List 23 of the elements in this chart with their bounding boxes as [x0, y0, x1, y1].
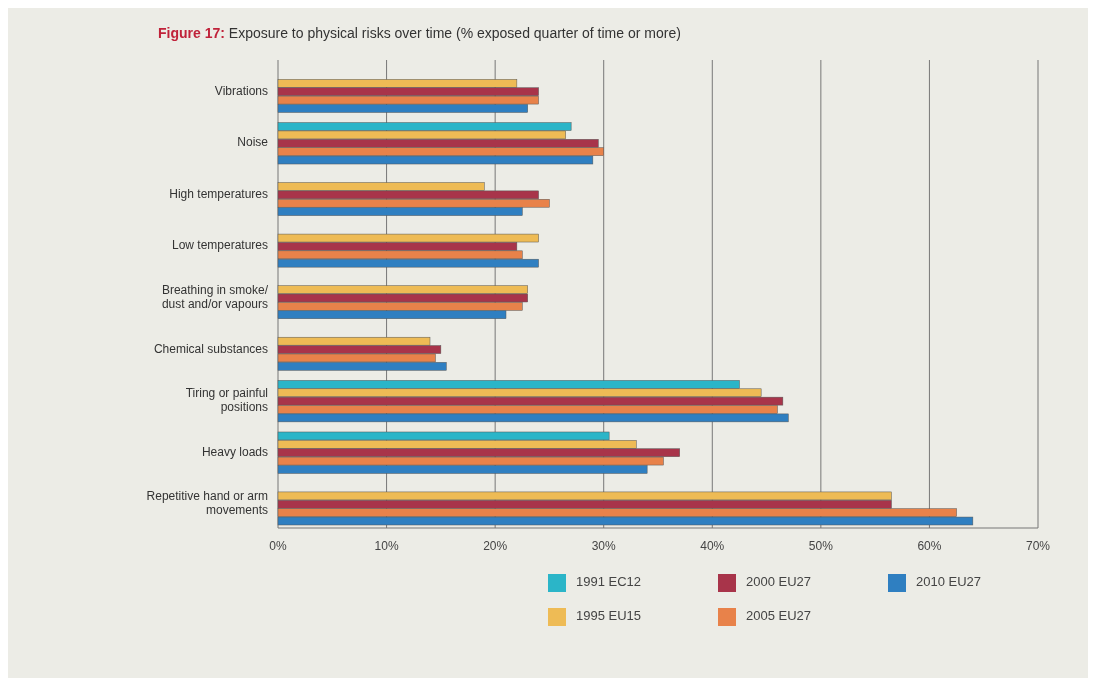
- x-tick-label: 20%: [483, 539, 508, 553]
- y-tick-label: Chemical substances: [153, 341, 268, 356]
- y-tick-label: Repetitive hand or arm movements: [146, 489, 268, 518]
- y-tick-label: Heavy loads: [201, 444, 268, 459]
- legend-label: 2005 EU27: [746, 608, 812, 624]
- legend-label: 2000 EU27: [746, 574, 812, 590]
- y-tick-label: Tiring or painful positions: [185, 386, 268, 415]
- x-tick-label: 70%: [1025, 539, 1051, 553]
- y-tick-label: Vibrations: [214, 83, 268, 98]
- x-tick-label: 10%: [374, 539, 399, 553]
- x-tick-label: 30%: [591, 539, 617, 553]
- y-tick-label: High temperatures: [169, 187, 268, 202]
- legend-label: 2010 EU27: [916, 574, 982, 590]
- chart-title: Figure 17: Exposure to physical risks over time (% exposed quarter of time or more): [158, 25, 681, 41]
- y-tick-label: Noise: [237, 135, 269, 150]
- x-tick-label: 40%: [700, 539, 725, 553]
- x-tick-label: 60%: [917, 539, 942, 553]
- x-tick-label: 50%: [808, 539, 834, 553]
- legend-label: 1991 EC12: [576, 574, 642, 590]
- x-tick-label: 0%: [269, 539, 287, 553]
- y-tick-label: Low temperatures: [171, 238, 268, 253]
- legend-label: 1995 EU15: [576, 608, 642, 624]
- y-tick-label: Breathing in smoke/ dust and/or vapours: [161, 283, 269, 312]
